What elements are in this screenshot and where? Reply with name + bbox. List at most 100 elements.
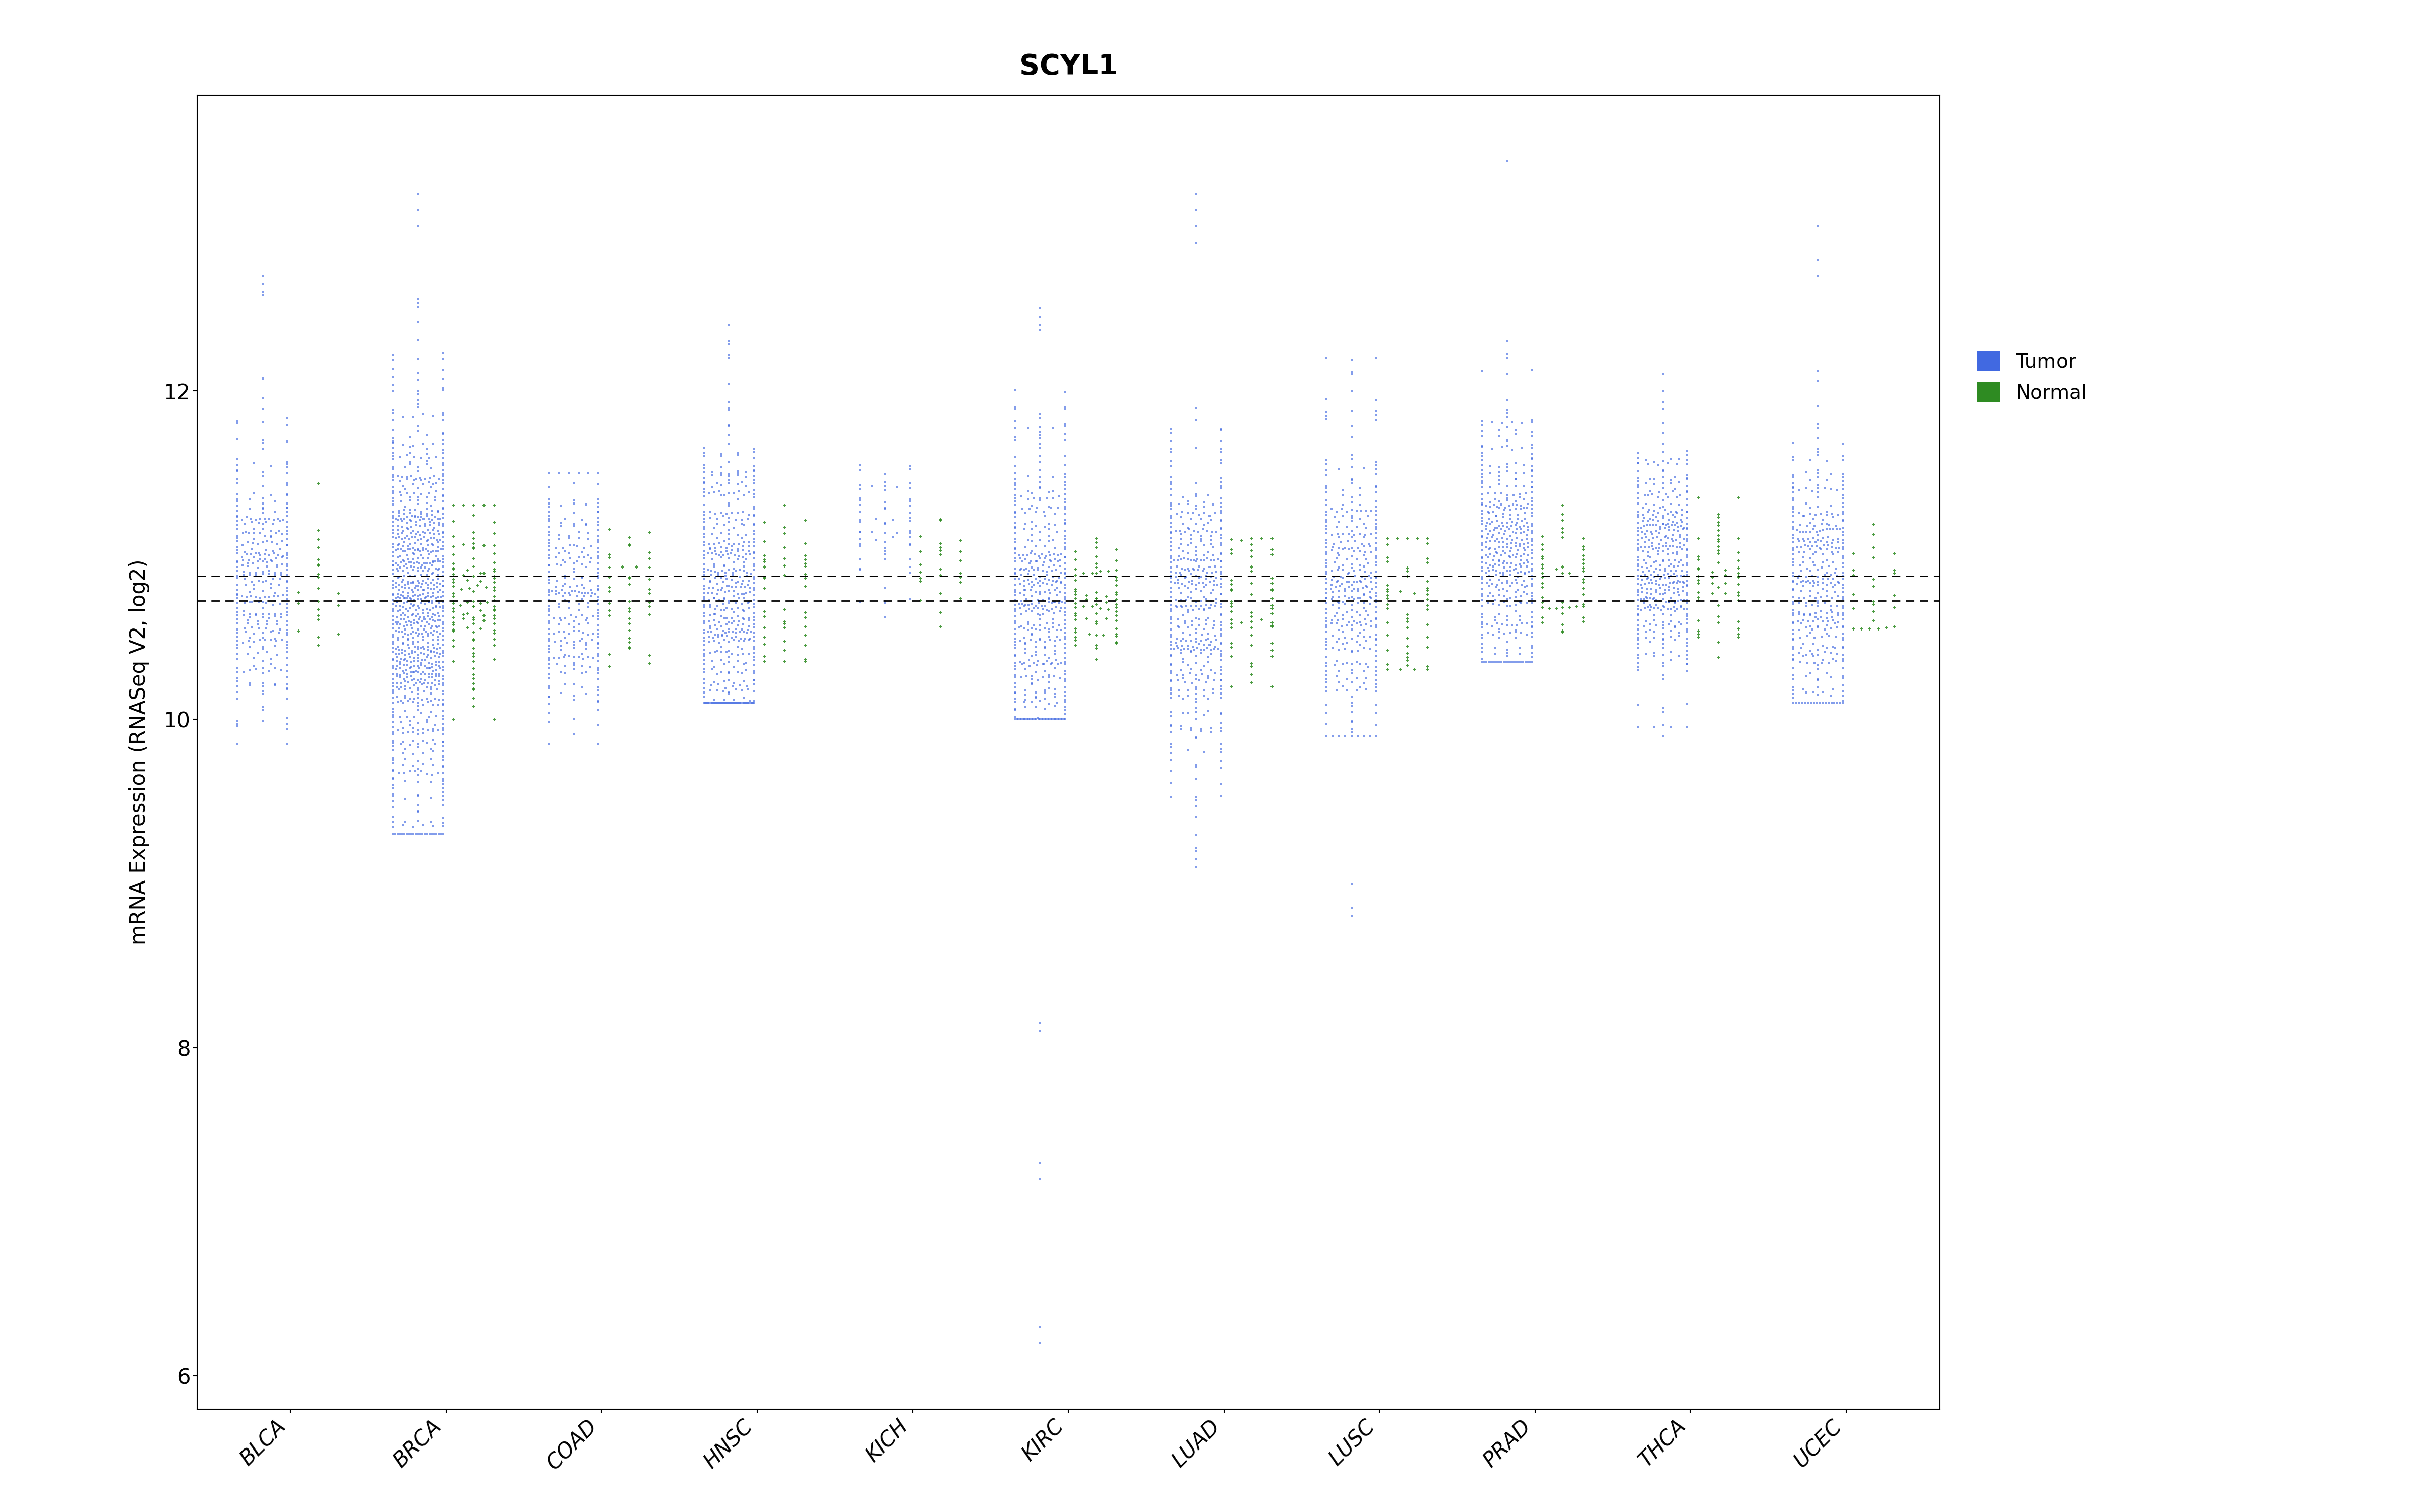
Point bbox=[1358, 538, 1396, 562]
Point bbox=[697, 640, 736, 664]
Point bbox=[709, 579, 748, 603]
Point bbox=[1358, 638, 1396, 662]
Point bbox=[436, 634, 474, 658]
Point bbox=[1469, 575, 1508, 599]
Point bbox=[537, 535, 576, 559]
Point bbox=[404, 402, 443, 426]
Point bbox=[922, 614, 961, 638]
Point bbox=[1341, 676, 1379, 700]
Point bbox=[1157, 631, 1195, 655]
Point bbox=[1314, 724, 1353, 748]
Point bbox=[1813, 691, 1851, 715]
Point bbox=[1631, 467, 1670, 491]
Point bbox=[997, 445, 1036, 469]
Point bbox=[1152, 437, 1191, 461]
Point bbox=[1033, 608, 1072, 632]
Point bbox=[1195, 569, 1234, 593]
Point bbox=[685, 499, 724, 523]
Point bbox=[399, 624, 438, 649]
Point bbox=[1152, 597, 1191, 621]
Point bbox=[1663, 612, 1701, 637]
Point bbox=[382, 823, 421, 847]
Point bbox=[1488, 528, 1527, 552]
Point bbox=[1324, 565, 1362, 590]
Point bbox=[610, 611, 649, 635]
Point bbox=[721, 582, 760, 606]
Point bbox=[1200, 682, 1239, 706]
Point bbox=[1810, 463, 1849, 487]
Point bbox=[1254, 578, 1292, 602]
Point bbox=[709, 507, 748, 531]
Point bbox=[549, 590, 588, 614]
Point bbox=[1326, 584, 1365, 608]
Point bbox=[1619, 485, 1658, 510]
Point bbox=[1174, 519, 1212, 543]
Point bbox=[1650, 565, 1689, 590]
Point bbox=[230, 522, 269, 546]
Point bbox=[685, 502, 724, 526]
Point bbox=[997, 473, 1036, 497]
Point bbox=[578, 635, 617, 659]
Point bbox=[786, 547, 825, 572]
Point bbox=[1498, 612, 1537, 637]
Point bbox=[578, 550, 617, 575]
Point bbox=[419, 507, 457, 531]
Point bbox=[1619, 612, 1658, 637]
Point bbox=[1621, 516, 1660, 540]
Point bbox=[690, 691, 728, 715]
Point bbox=[736, 608, 774, 632]
Point bbox=[1624, 614, 1663, 638]
Point bbox=[249, 640, 288, 664]
Point bbox=[1498, 526, 1537, 550]
Point bbox=[392, 823, 431, 847]
Point bbox=[404, 641, 443, 665]
Point bbox=[709, 680, 748, 705]
Point bbox=[269, 600, 307, 624]
Point bbox=[1653, 510, 1692, 534]
Point bbox=[1462, 564, 1500, 588]
Point bbox=[1631, 513, 1670, 537]
Point bbox=[1012, 593, 1050, 617]
Point bbox=[1408, 526, 1447, 550]
Point bbox=[1077, 561, 1116, 585]
Point bbox=[711, 538, 750, 562]
Point bbox=[537, 546, 576, 570]
Point bbox=[1152, 659, 1191, 683]
Point bbox=[1631, 629, 1670, 653]
Point bbox=[1045, 422, 1084, 446]
Point bbox=[1152, 611, 1191, 635]
Point bbox=[610, 596, 649, 620]
Point bbox=[549, 621, 588, 646]
Point bbox=[1493, 437, 1532, 461]
Point bbox=[719, 612, 757, 637]
Point bbox=[1041, 618, 1079, 643]
Point bbox=[709, 330, 748, 354]
Point bbox=[1336, 587, 1375, 611]
Point bbox=[1152, 605, 1191, 629]
Point bbox=[1653, 479, 1692, 503]
Point bbox=[1316, 499, 1355, 523]
Point bbox=[404, 582, 443, 606]
Point bbox=[1152, 464, 1191, 488]
Point bbox=[1036, 677, 1074, 702]
Point bbox=[373, 582, 411, 606]
Point bbox=[1619, 646, 1658, 670]
Point bbox=[540, 461, 578, 485]
Point bbox=[1012, 708, 1050, 732]
Point bbox=[1241, 608, 1280, 632]
Point bbox=[394, 535, 433, 559]
Point bbox=[1500, 584, 1539, 608]
Point bbox=[462, 569, 501, 593]
Point bbox=[1009, 497, 1048, 522]
Point bbox=[1658, 500, 1696, 525]
Point bbox=[1026, 617, 1065, 641]
Point bbox=[1479, 611, 1517, 635]
Point bbox=[1191, 555, 1229, 579]
Point bbox=[578, 624, 617, 649]
Point bbox=[1193, 535, 1232, 559]
Point bbox=[1469, 564, 1508, 588]
Point bbox=[714, 600, 753, 624]
Point bbox=[424, 555, 462, 579]
Point bbox=[1476, 608, 1515, 632]
Point bbox=[1331, 472, 1370, 496]
